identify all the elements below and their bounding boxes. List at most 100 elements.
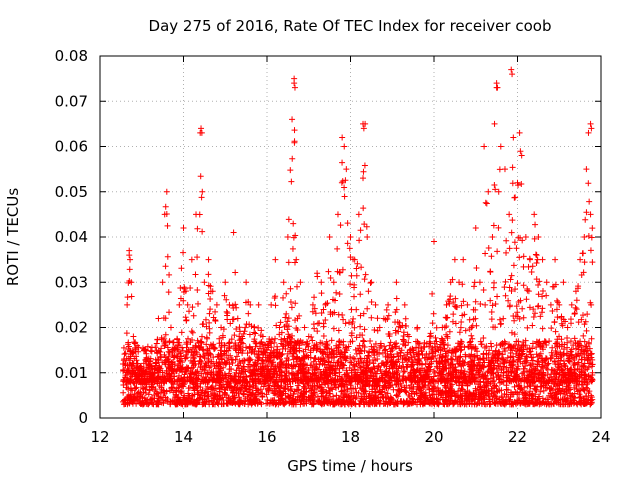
data-point xyxy=(244,350,251,357)
data-point xyxy=(480,286,487,293)
data-point xyxy=(389,364,396,371)
data-point xyxy=(448,356,455,363)
data-point xyxy=(209,376,216,383)
data-point xyxy=(581,259,588,266)
data-point xyxy=(520,339,527,346)
data-point xyxy=(438,378,445,385)
data-point xyxy=(533,351,540,358)
data-point xyxy=(401,301,408,308)
data-point xyxy=(548,325,555,332)
data-point xyxy=(219,372,226,379)
data-point xyxy=(168,359,175,366)
data-point xyxy=(354,260,361,267)
data-point xyxy=(278,359,285,366)
data-point xyxy=(404,364,411,371)
data-point xyxy=(228,374,235,381)
data-point xyxy=(174,336,181,343)
data-point xyxy=(513,401,520,408)
data-point xyxy=(566,355,573,362)
data-point xyxy=(497,400,504,407)
data-point xyxy=(251,324,258,331)
data-point xyxy=(568,372,575,379)
data-point xyxy=(430,398,437,405)
data-point xyxy=(585,373,592,380)
data-point xyxy=(367,280,374,287)
data-point xyxy=(142,347,149,354)
data-point xyxy=(314,375,321,382)
data-point xyxy=(453,346,460,353)
data-point xyxy=(457,353,464,360)
data-point xyxy=(242,299,249,306)
data-point xyxy=(139,371,146,378)
data-point xyxy=(466,400,473,407)
data-point xyxy=(508,288,515,295)
data-point xyxy=(227,320,234,327)
data-point xyxy=(513,338,520,345)
data-point xyxy=(227,352,234,359)
data-point xyxy=(270,399,277,406)
data-point xyxy=(197,173,204,180)
data-point xyxy=(124,393,131,400)
data-point xyxy=(585,232,592,239)
data-point xyxy=(558,336,565,343)
data-point xyxy=(327,274,334,281)
data-point xyxy=(264,363,271,370)
data-point xyxy=(479,362,486,369)
data-point xyxy=(371,365,378,372)
data-point xyxy=(421,394,428,401)
data-point xyxy=(238,339,245,346)
data-point xyxy=(572,339,579,346)
data-point xyxy=(172,347,179,354)
data-point xyxy=(515,234,522,241)
data-point xyxy=(280,294,287,301)
data-point xyxy=(280,338,287,345)
data-point xyxy=(490,222,497,229)
data-point xyxy=(233,304,240,311)
data-point xyxy=(252,359,259,366)
data-point xyxy=(167,324,174,331)
data-point xyxy=(496,166,503,173)
data-point xyxy=(490,370,497,377)
data-point xyxy=(189,360,196,367)
data-point xyxy=(419,361,426,368)
data-point xyxy=(341,193,348,200)
data-point xyxy=(462,327,469,334)
data-point xyxy=(169,378,176,385)
data-point xyxy=(517,358,524,365)
data-point xyxy=(409,359,416,366)
data-point xyxy=(479,355,486,362)
data-point xyxy=(573,378,580,385)
data-point xyxy=(534,353,541,360)
data-point xyxy=(513,303,520,310)
data-point xyxy=(503,377,510,384)
data-point xyxy=(199,188,206,195)
data-point xyxy=(228,336,235,343)
data-point xyxy=(338,383,345,390)
data-point xyxy=(365,352,372,359)
data-point xyxy=(461,344,468,351)
data-point xyxy=(357,355,364,362)
data-point xyxy=(304,340,311,347)
data-point xyxy=(432,352,439,359)
data-point xyxy=(272,302,279,309)
data-point xyxy=(441,345,448,352)
data-point xyxy=(444,333,451,340)
data-point xyxy=(291,372,298,379)
data-point xyxy=(467,363,474,370)
data-point xyxy=(305,343,312,350)
data-point xyxy=(365,364,372,371)
data-point xyxy=(334,359,341,366)
data-point xyxy=(561,362,568,369)
data-point xyxy=(353,272,360,279)
data-point xyxy=(541,357,548,364)
data-point xyxy=(225,340,232,347)
data-point xyxy=(413,344,420,351)
data-points xyxy=(119,66,596,408)
data-point xyxy=(263,391,270,398)
data-point xyxy=(360,399,367,406)
data-point xyxy=(357,397,364,404)
data-point xyxy=(461,373,468,380)
data-point xyxy=(178,383,185,390)
data-point xyxy=(175,372,182,379)
data-point xyxy=(159,279,166,286)
